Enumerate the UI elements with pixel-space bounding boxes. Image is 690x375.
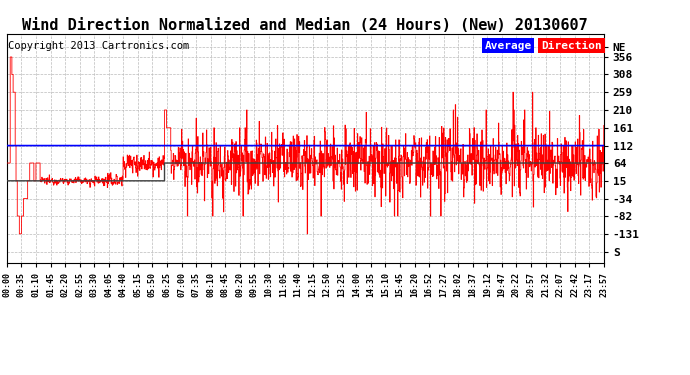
Text: Direction: Direction: [541, 40, 602, 51]
Text: Copyright 2013 Cartronics.com: Copyright 2013 Cartronics.com: [8, 40, 189, 51]
Title: Wind Direction Normalized and Median (24 Hours) (New) 20130607: Wind Direction Normalized and Median (24…: [23, 18, 588, 33]
Text: Average: Average: [484, 40, 531, 51]
